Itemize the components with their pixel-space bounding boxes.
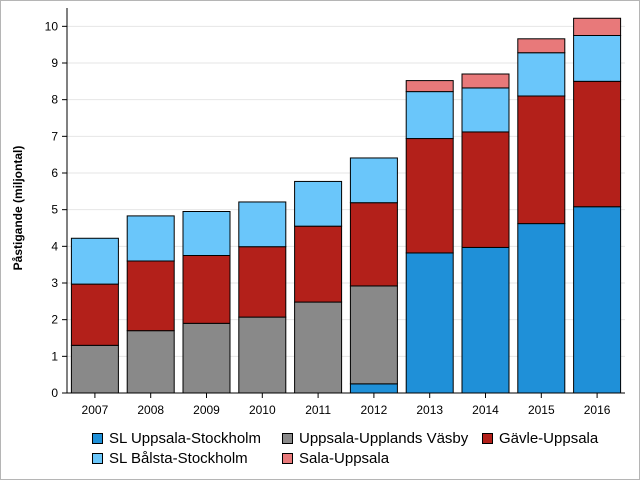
bar-segment <box>517 52 566 97</box>
legend-item: SL Bålsta-Stockholm <box>92 450 248 467</box>
bar-segment <box>182 322 231 394</box>
legend-label: Uppsala-Upplands Väsby <box>299 430 469 447</box>
bar-segment <box>573 35 622 82</box>
y-ticks: 0 1 2 3 4 5 6 7 8 9 10 <box>45 19 67 400</box>
x-tick-label: 2010 <box>249 403 276 417</box>
bar-segment <box>461 131 510 248</box>
legend: SL Uppsala-Stockholm Uppsala-Upplands Väs… <box>92 430 632 472</box>
y-axis-label: Påstigande (miljontal) <box>11 146 25 271</box>
bar-segment <box>238 316 287 394</box>
y-tick-label: 1 <box>51 349 58 363</box>
bar-segment <box>182 255 231 324</box>
x-tick-label: 2007 <box>82 403 109 417</box>
legend-swatch <box>92 433 103 444</box>
y-tick-label: 5 <box>51 203 58 217</box>
bar-segment <box>126 215 175 262</box>
legend-item: Uppsala-Upplands Väsby <box>282 430 468 447</box>
bar-segment <box>238 201 287 248</box>
bar-segment <box>573 17 622 36</box>
legend-label: SL Bålsta-Stockholm <box>109 450 248 467</box>
bar-segment <box>405 80 454 93</box>
y-tick-label: 10 <box>45 19 59 33</box>
y-tick-label: 7 <box>51 129 58 143</box>
y-tick-label: 8 <box>51 93 58 107</box>
legend-label: Gävle-Uppsala <box>499 430 599 447</box>
bar-segment <box>405 91 454 140</box>
bar-segment <box>517 38 566 54</box>
x-tick-label: 2015 <box>528 403 555 417</box>
legend-swatch <box>482 433 493 444</box>
x-tick-label: 2014 <box>472 403 499 417</box>
bar-segment <box>573 206 622 394</box>
bar-segment <box>405 138 454 254</box>
bar-segment <box>461 246 510 394</box>
bar-segment <box>294 225 343 303</box>
y-tick-label: 2 <box>51 313 58 327</box>
bar-segment <box>349 202 398 287</box>
legend-item: Gävle-Uppsala <box>482 430 598 447</box>
bar-segment <box>70 344 119 394</box>
bar-segment <box>405 252 454 394</box>
bar-segment <box>517 223 566 394</box>
x-tick-label: 2011 <box>305 403 331 417</box>
legend-swatch <box>92 453 103 464</box>
y-tick-label: 9 <box>51 56 58 70</box>
legend-item: SL Uppsala-Stockholm <box>92 430 261 447</box>
y-tick-label: 0 <box>51 386 58 400</box>
legend-item: Sala-Uppsala <box>282 450 389 467</box>
bar-segment <box>126 260 175 332</box>
bar-segment <box>573 80 622 208</box>
x-tick-label: 2008 <box>137 403 164 417</box>
bar-segment <box>238 246 287 318</box>
bar-segment <box>349 383 398 394</box>
bar-segment <box>182 211 231 256</box>
x-tick-label: 2013 <box>416 403 443 417</box>
bar-segment <box>126 330 175 394</box>
bar-segment <box>517 95 566 225</box>
bar-segment <box>349 157 398 204</box>
bar-segment <box>461 87 510 133</box>
bar-segment <box>294 180 343 227</box>
x-tick-label: 2009 <box>193 403 220 417</box>
x-ticks: 2007 2008 2009 2010 2011 2012 2013 2014 2015 2016 <box>82 393 611 417</box>
x-tick-label: 2016 <box>584 403 611 417</box>
legend-label: SL Uppsala-Stockholm <box>109 430 262 447</box>
legend-swatch <box>282 433 293 444</box>
y-tick-label: 4 <box>51 239 58 253</box>
y-tick-label: 3 <box>51 276 58 290</box>
bar-segment <box>70 283 119 346</box>
bar-segment <box>461 73 510 89</box>
legend-label: Sala-Uppsala <box>299 450 390 467</box>
bar-segment <box>349 285 398 385</box>
y-tick-label: 6 <box>51 166 58 180</box>
bars <box>70 17 622 394</box>
bar-segment <box>70 237 119 285</box>
x-tick-label: 2012 <box>361 403 388 417</box>
legend-swatch <box>282 453 293 464</box>
bar-segment <box>294 301 343 394</box>
